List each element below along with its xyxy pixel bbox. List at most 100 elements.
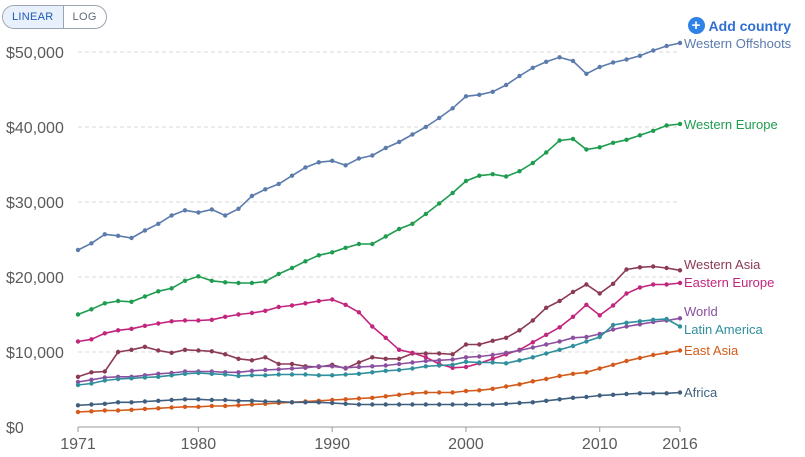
data-point [437, 402, 442, 407]
data-point [544, 398, 549, 403]
data-point [330, 400, 335, 406]
data-point [249, 402, 255, 407]
data-point [115, 408, 121, 413]
data-point [463, 402, 469, 407]
data-point [370, 355, 375, 360]
data-point [383, 356, 388, 361]
data-point [75, 403, 81, 408]
data-point [89, 307, 94, 312]
series-line [77, 349, 681, 413]
data-point [196, 370, 201, 376]
data-point [263, 355, 268, 360]
data-point [517, 400, 522, 406]
data-point [477, 173, 482, 178]
data-point [396, 347, 402, 352]
data-point [503, 401, 509, 406]
data-point [330, 373, 335, 378]
data-point [115, 233, 121, 238]
data-point [503, 335, 509, 340]
plus-circle-icon: + [687, 17, 705, 34]
data-point [196, 397, 201, 402]
data-point [289, 400, 295, 405]
data-point [544, 351, 549, 356]
data-point [196, 348, 201, 353]
data-point [624, 391, 629, 397]
data-point [517, 73, 522, 79]
data-point [316, 160, 321, 165]
data-point [610, 322, 616, 328]
data-point [343, 372, 348, 377]
data-point [651, 282, 656, 287]
data-point [544, 150, 549, 155]
data-point [557, 397, 562, 402]
data-point [75, 374, 81, 379]
data-point [383, 402, 388, 407]
series-label: Africa [684, 385, 718, 400]
data-point [557, 347, 562, 352]
data-point [276, 304, 281, 310]
data-point [651, 128, 656, 133]
data-point [156, 221, 161, 226]
data-point [89, 381, 94, 386]
data-point [490, 356, 495, 361]
x-tick-label: 2016 [662, 436, 698, 453]
data-point [276, 367, 281, 372]
data-point [182, 404, 188, 409]
data-point [597, 64, 602, 70]
series-label: Western Offshoots [684, 36, 792, 51]
data-point [249, 358, 255, 363]
data-point [370, 241, 375, 247]
data-point [396, 356, 402, 361]
data-point [610, 303, 616, 308]
data-point [236, 403, 241, 408]
series-line [77, 123, 681, 316]
data-point [142, 344, 148, 349]
data-point [651, 264, 656, 269]
data-point [664, 265, 669, 271]
data-point [102, 401, 108, 406]
data-point [223, 213, 228, 218]
linear-scale-button[interactable]: LINEAR [3, 6, 64, 28]
data-point [530, 340, 535, 345]
data-point [142, 294, 148, 299]
data-point [343, 163, 348, 168]
data-point [156, 321, 161, 326]
add-country-button[interactable]: + Add country [687, 17, 791, 34]
data-point [249, 280, 255, 286]
data-point [557, 339, 562, 344]
data-point [209, 397, 214, 403]
data-point [423, 211, 428, 217]
log-scale-button[interactable]: LOG [72, 11, 97, 23]
data-point [142, 323, 148, 328]
data-point [530, 355, 535, 360]
data-point [463, 388, 469, 394]
data-point [102, 232, 108, 237]
data-point [624, 358, 629, 364]
data-point [490, 360, 495, 365]
scale-toggle[interactable]: LINEAR LOG [2, 5, 107, 29]
data-point [330, 297, 335, 302]
data-point [610, 392, 616, 397]
data-point [530, 379, 535, 384]
data-point [423, 358, 428, 364]
x-tick-label: 1980 [181, 436, 217, 453]
data-point [584, 302, 589, 307]
data-point [437, 115, 442, 121]
data-point [142, 399, 148, 404]
data-point [597, 291, 602, 296]
series-label: East Asia [684, 343, 739, 358]
data-point [249, 373, 255, 378]
data-point [530, 65, 535, 71]
y-tick-label: $30,000 [6, 195, 64, 212]
data-point [597, 334, 602, 340]
data-point [544, 342, 549, 347]
data-point [182, 347, 188, 352]
data-point [383, 394, 388, 399]
data-point [503, 174, 509, 179]
data-point [276, 271, 281, 277]
data-point [677, 324, 683, 329]
data-point [115, 328, 121, 333]
series-label: Western Europe [684, 117, 778, 132]
data-point [356, 310, 362, 315]
data-point [236, 398, 241, 403]
